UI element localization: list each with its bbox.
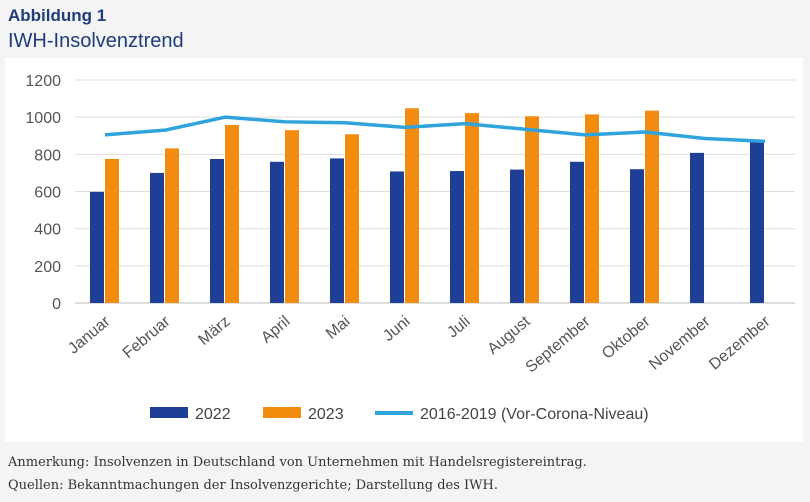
x-tick-label: Januar — [65, 313, 114, 358]
x-tick-label: März — [195, 313, 233, 349]
x-tick-label: September — [523, 313, 594, 377]
bar-2023 — [225, 124, 239, 303]
x-tick-label: November — [646, 313, 714, 374]
bar-2022 — [690, 152, 704, 303]
bar-2022 — [270, 161, 284, 303]
x-tick-label: Oktober — [599, 313, 654, 363]
sources-note: Quellen: Bekanntmachungen der Insolvenzg… — [8, 478, 498, 493]
legend-label: 2016-2019 (Vor-Corona-Niveau) — [420, 406, 649, 423]
bar-2023 — [465, 113, 479, 303]
y-tick-label: 1000 — [25, 110, 61, 127]
y-tick-label: 600 — [34, 185, 61, 202]
chart-svg: 0 200 400 600 800 1000 1200 Januar Februar März Ap… — [25, 73, 795, 423]
bar-2023 — [165, 148, 179, 303]
y-tick-label: 1200 — [25, 73, 61, 90]
series-line — [104, 115, 766, 144]
x-tick-label: April — [258, 313, 293, 347]
bar-2022 — [330, 158, 344, 303]
remark-note: Anmerkung: Insolvenzen in Deutschland vo… — [8, 455, 587, 470]
bar-2023 — [645, 110, 659, 303]
bar-2023 — [525, 116, 539, 303]
bar-2022 — [150, 172, 164, 303]
bar-2023 — [345, 134, 359, 303]
bar-2022 — [510, 169, 524, 303]
x-tick-label: August — [484, 313, 534, 358]
bar-2023 — [285, 130, 299, 303]
bar-2022 — [750, 141, 764, 303]
chart-title: IWH-Insolvenztrend — [8, 30, 184, 52]
x-tick-label: Juli — [444, 313, 473, 341]
y-tick-label: 0 — [52, 296, 61, 313]
legend-label: 2023 — [308, 406, 344, 423]
x-tick-label: Februar — [120, 313, 174, 362]
y-tick-label: 800 — [34, 147, 61, 164]
bar-2022 — [90, 191, 104, 303]
bar-2022 — [630, 169, 644, 303]
bar-2022 — [390, 171, 404, 303]
y-tick-label: 200 — [34, 259, 61, 276]
bar-2022 — [210, 158, 224, 303]
legend-swatch — [263, 407, 301, 418]
bar-2022 — [570, 161, 584, 303]
bar-2022 — [450, 171, 464, 303]
legend-label: 2022 — [195, 406, 231, 423]
x-tick-label: Juni — [380, 313, 413, 345]
legend-swatch — [150, 407, 188, 418]
bar-2023 — [585, 114, 599, 303]
figure-label: Abbildung 1 — [8, 6, 107, 25]
chart-panel: 0 200 400 600 800 1000 1200 Januar Februar März Ap… — [5, 58, 803, 442]
bar-2023 — [105, 158, 119, 303]
x-tick-label: Mai — [323, 313, 354, 343]
bar-2023 — [405, 108, 419, 303]
y-tick-label: 400 — [34, 222, 61, 239]
x-tick-label: Dezember — [706, 313, 774, 374]
